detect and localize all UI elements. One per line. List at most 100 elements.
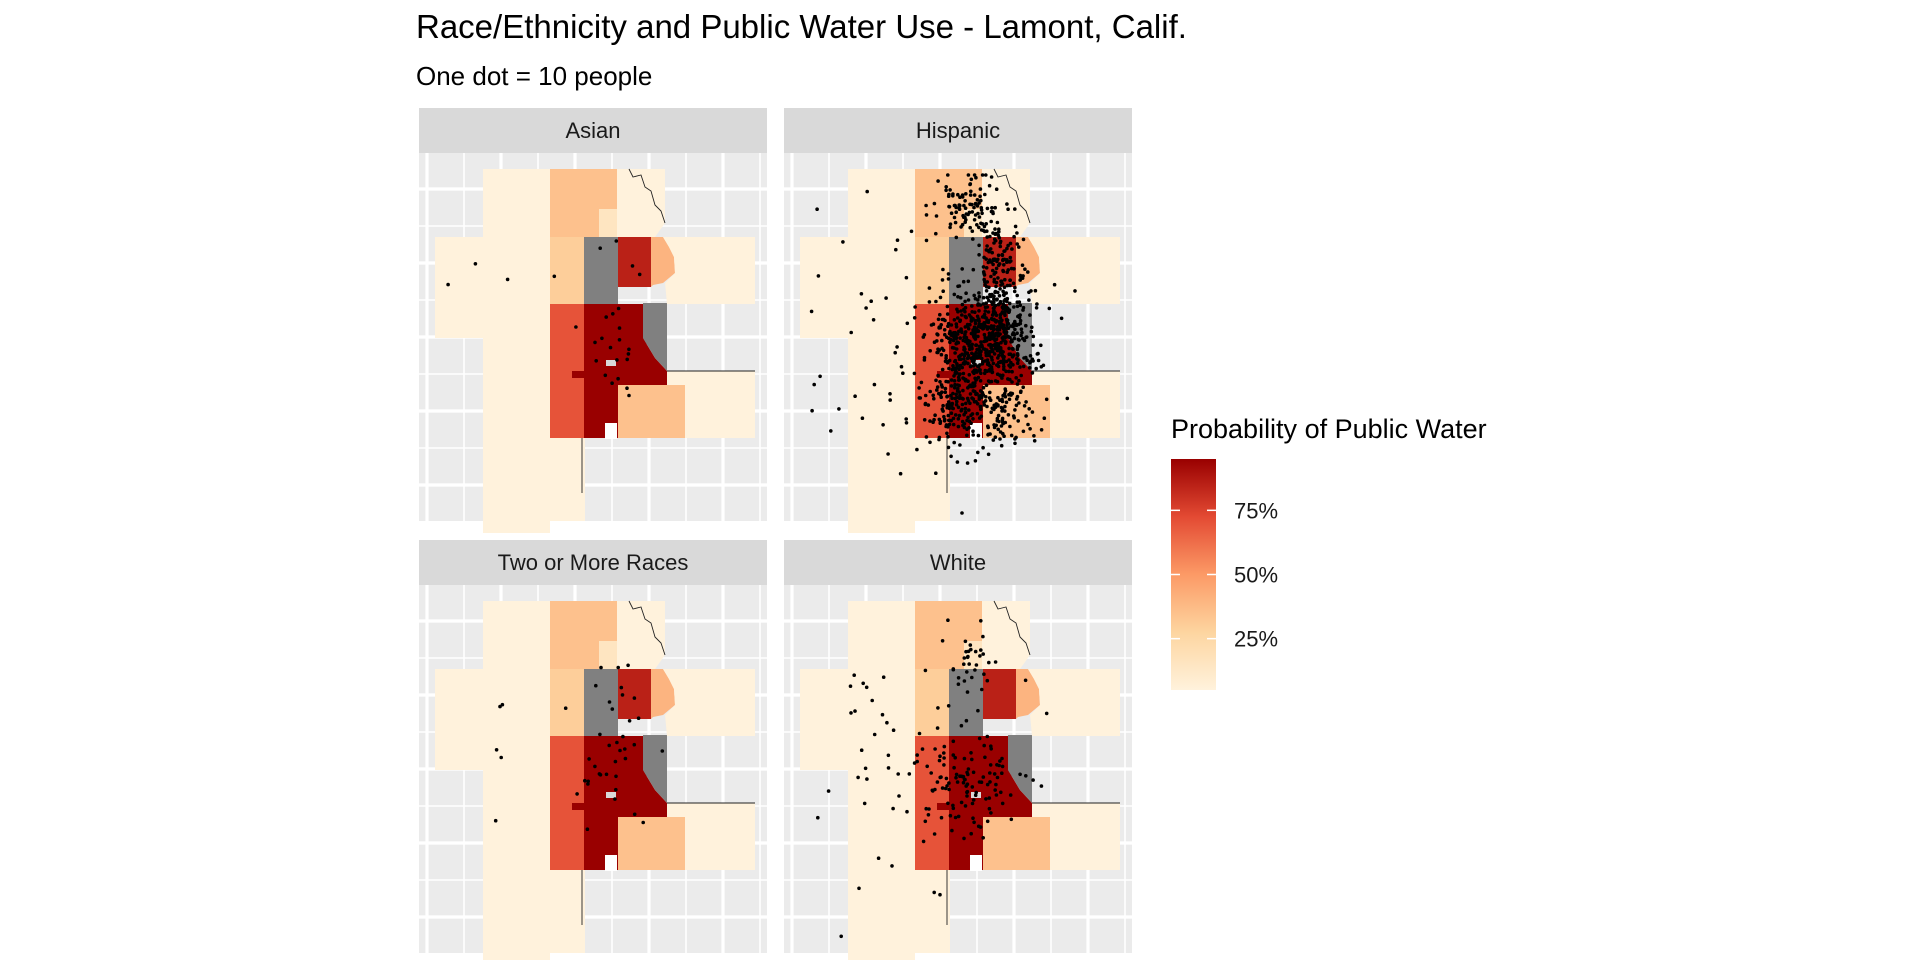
population-dot xyxy=(969,317,974,322)
population-dot xyxy=(958,295,963,300)
population-dot xyxy=(999,424,1004,428)
population-dot xyxy=(617,326,622,330)
population-dot xyxy=(995,327,999,332)
population-dot xyxy=(992,324,996,328)
population-dot xyxy=(962,345,966,350)
population-dot xyxy=(1002,434,1006,439)
population-dot xyxy=(933,747,937,751)
population-dot xyxy=(1019,373,1023,378)
population-dot xyxy=(1044,711,1049,716)
population-dot xyxy=(999,443,1004,448)
population-dot xyxy=(984,248,989,252)
population-dot xyxy=(1000,305,1005,309)
population-dot xyxy=(992,237,997,242)
population-dot xyxy=(954,325,959,329)
boundary-line xyxy=(993,600,1031,656)
population-dot xyxy=(949,323,954,327)
population-dot xyxy=(967,662,971,666)
population-dot xyxy=(815,207,819,211)
population-dot xyxy=(989,355,994,360)
population-dot xyxy=(973,213,978,217)
population-dot xyxy=(614,239,619,243)
population-dot xyxy=(1022,404,1027,408)
population-dot xyxy=(990,206,994,210)
population-dot xyxy=(1034,366,1038,371)
population-dot xyxy=(992,352,997,356)
population-dot xyxy=(944,776,949,781)
population-dot xyxy=(940,278,945,282)
population-dot xyxy=(970,675,974,680)
population-dot xyxy=(909,229,914,234)
population-dot xyxy=(1036,358,1041,363)
population-dot xyxy=(494,748,499,752)
census-tracts xyxy=(435,601,755,965)
population-dot xyxy=(992,403,996,408)
population-dot xyxy=(965,418,969,423)
population-dot xyxy=(932,201,937,206)
population-dot xyxy=(991,231,995,235)
population-dot xyxy=(952,379,957,383)
tract-west-outer xyxy=(800,669,915,770)
population-dot xyxy=(1003,389,1008,393)
population-dot xyxy=(598,732,602,737)
population-dot xyxy=(961,397,965,401)
population-dot xyxy=(973,310,977,314)
population-dot xyxy=(613,759,618,764)
population-dot xyxy=(951,667,956,672)
map-area xyxy=(784,153,1132,533)
population-dot xyxy=(660,749,665,753)
boundary-lines xyxy=(581,600,755,925)
population-dot xyxy=(1007,308,1012,312)
population-dot xyxy=(904,417,908,421)
population-dot xyxy=(965,789,970,794)
population-dot xyxy=(955,362,959,366)
population-dot xyxy=(1017,401,1021,405)
population-dot xyxy=(986,452,991,457)
tract-north-notch xyxy=(599,641,617,669)
population-dot xyxy=(981,385,986,390)
population-dot xyxy=(947,358,952,363)
population-dot xyxy=(563,706,568,710)
population-dot xyxy=(1024,774,1028,778)
population-dot xyxy=(1004,400,1009,405)
facet-label: Hispanic xyxy=(916,118,1000,143)
population-dot xyxy=(939,383,944,387)
population-dot xyxy=(992,294,996,298)
population-dot xyxy=(1000,801,1005,806)
population-dot xyxy=(983,335,987,340)
population-dot xyxy=(948,813,953,818)
population-dot xyxy=(1015,345,1020,350)
population-dot xyxy=(960,193,965,197)
population-dot xyxy=(1024,400,1028,404)
population-dot xyxy=(965,670,969,674)
population-dot xyxy=(963,330,968,334)
population-dot xyxy=(988,763,993,767)
population-dot xyxy=(853,709,857,713)
boundary-line xyxy=(628,168,666,224)
population-dot xyxy=(890,864,894,868)
population-dot xyxy=(1015,231,1019,235)
population-dot xyxy=(956,676,961,680)
population-dot xyxy=(891,728,896,732)
population-dot xyxy=(954,347,959,351)
population-dot xyxy=(623,756,628,761)
tract-south-bottom xyxy=(618,817,685,870)
population-dot xyxy=(979,648,983,652)
population-dot xyxy=(977,780,982,784)
tract-south-strip xyxy=(881,438,950,521)
population-dot xyxy=(614,774,618,779)
population-dot xyxy=(1005,246,1009,251)
population-dot xyxy=(924,203,928,208)
population-dot xyxy=(957,329,961,334)
population-dot xyxy=(992,277,997,282)
population-dot xyxy=(971,355,975,360)
population-dot xyxy=(988,780,992,784)
population-dot xyxy=(942,756,946,760)
population-dot xyxy=(1001,293,1006,297)
population-dot xyxy=(915,447,919,452)
population-dot xyxy=(971,397,976,401)
population-dot xyxy=(1015,242,1019,246)
population-dot xyxy=(1005,319,1009,323)
population-dot xyxy=(996,427,1000,432)
population-dot xyxy=(978,654,982,658)
